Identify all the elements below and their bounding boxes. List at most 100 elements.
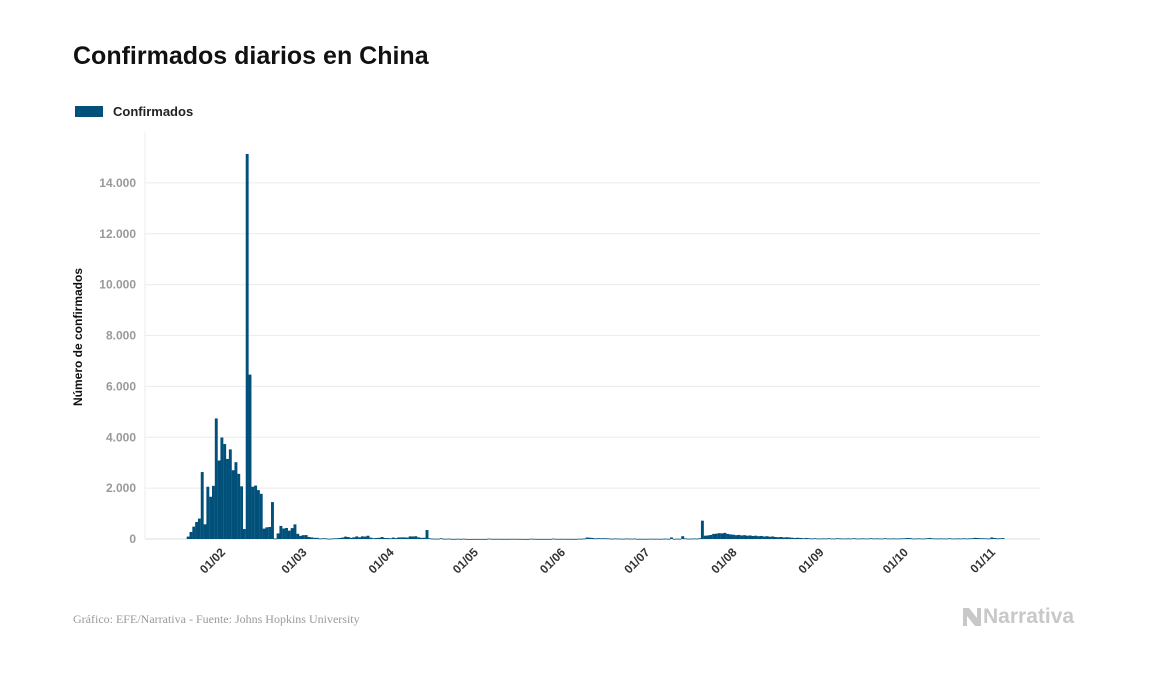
bar xyxy=(796,537,800,539)
bar xyxy=(858,538,862,540)
bar xyxy=(408,536,412,539)
bar xyxy=(549,538,553,540)
bar xyxy=(518,538,522,540)
bar xyxy=(296,533,300,539)
bar xyxy=(521,538,525,540)
bar xyxy=(754,535,758,539)
x-tick-label: 01/05 xyxy=(450,545,481,576)
bar xyxy=(743,535,746,539)
bar xyxy=(936,538,940,540)
bar xyxy=(903,538,907,540)
bar xyxy=(877,538,881,540)
bar xyxy=(993,537,997,539)
source-note: Gráfico: EFE/Narrativa - Fuente: Johns H… xyxy=(73,612,360,626)
x-tick-label: 01/11 xyxy=(967,545,998,576)
bar xyxy=(352,537,356,539)
bar xyxy=(411,536,415,539)
bar xyxy=(481,538,485,540)
bar xyxy=(998,538,1002,540)
bar xyxy=(577,538,581,540)
bar xyxy=(897,538,901,540)
bar xyxy=(785,537,789,539)
bar xyxy=(346,537,350,539)
bar xyxy=(186,536,190,539)
bar xyxy=(917,538,921,540)
bar xyxy=(906,537,909,539)
bar xyxy=(363,536,367,539)
bar xyxy=(259,493,263,539)
bar xyxy=(242,528,246,539)
bar xyxy=(922,538,926,540)
bar xyxy=(245,153,249,540)
bar xyxy=(400,537,404,539)
bar xyxy=(804,537,808,539)
x-tick-label: 01/07 xyxy=(621,545,652,576)
bar xyxy=(265,527,269,539)
bar xyxy=(625,538,628,540)
bar xyxy=(425,530,429,539)
bar xyxy=(206,486,210,539)
bar xyxy=(956,538,960,540)
bar xyxy=(630,538,634,540)
bar xyxy=(552,538,555,540)
bar xyxy=(349,537,353,539)
bar xyxy=(641,538,645,540)
x-tick-label: 01/09 xyxy=(796,545,827,576)
bar xyxy=(962,538,966,540)
bar xyxy=(459,538,463,540)
bar xyxy=(970,538,974,540)
bar xyxy=(478,538,482,540)
bar xyxy=(959,538,963,540)
bar xyxy=(658,538,662,540)
bar xyxy=(827,538,831,540)
bar xyxy=(995,538,999,540)
bar xyxy=(914,538,918,540)
bar xyxy=(596,538,600,539)
bar xyxy=(928,537,932,539)
bar xyxy=(507,538,510,540)
bar xyxy=(217,460,221,539)
bar xyxy=(953,538,957,540)
x-tick-label: 01/06 xyxy=(537,545,568,576)
bar xyxy=(557,538,561,540)
bar xyxy=(450,538,454,540)
bar xyxy=(554,538,558,540)
bar xyxy=(737,534,741,539)
bar xyxy=(189,531,193,539)
bar xyxy=(841,538,845,540)
bar xyxy=(984,538,988,540)
bar xyxy=(855,538,859,540)
bar xyxy=(934,538,938,540)
bar xyxy=(700,520,704,539)
bar xyxy=(571,538,575,540)
bar xyxy=(790,537,794,539)
bar xyxy=(675,538,679,540)
bar xyxy=(762,536,766,539)
bar xyxy=(925,538,929,540)
bar xyxy=(445,538,449,540)
bar xyxy=(729,534,732,539)
bar xyxy=(355,536,359,539)
bar xyxy=(776,537,780,539)
bar xyxy=(664,538,668,540)
bar xyxy=(667,538,671,540)
bar xyxy=(200,472,204,539)
bar xyxy=(627,538,631,540)
logo-text: Narrativa xyxy=(983,605,1075,628)
bar xyxy=(360,536,364,539)
bar xyxy=(695,538,699,540)
bar xyxy=(810,538,814,540)
bar xyxy=(644,538,648,540)
bar xyxy=(470,538,474,540)
bar xyxy=(863,538,867,540)
bar xyxy=(835,538,839,540)
bar xyxy=(678,538,682,540)
bar xyxy=(731,534,735,539)
bar xyxy=(473,538,477,540)
bar xyxy=(256,490,260,539)
bar xyxy=(965,538,968,540)
bar xyxy=(377,537,381,539)
y-tick-label: 12.000 xyxy=(99,227,136,241)
bar xyxy=(1001,538,1005,539)
